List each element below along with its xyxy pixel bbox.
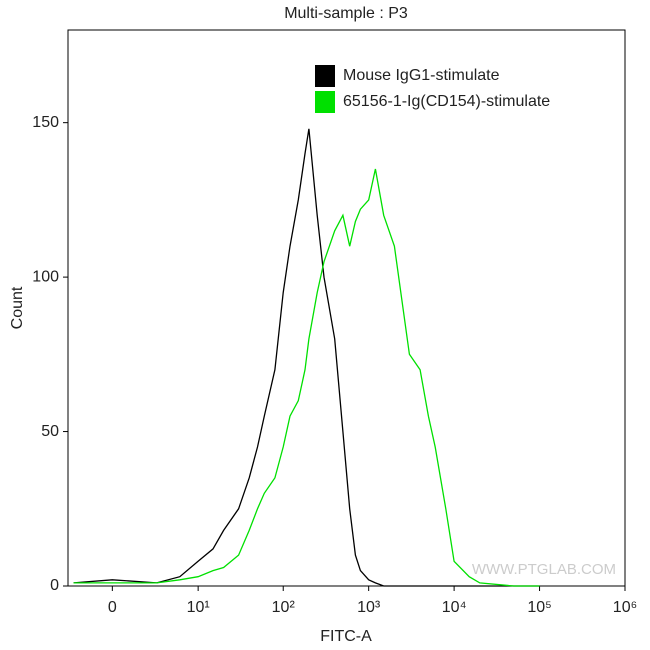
series-line [73, 168, 540, 587]
x-tick-label: 10⁵ [527, 599, 551, 616]
y-tick-label: 100 [32, 268, 59, 285]
legend-swatch [315, 91, 335, 113]
legend-label: Mouse IgG1-stimulate [343, 67, 500, 84]
chart-title: Multi-sample : P3 [284, 5, 408, 22]
x-tick-label: 10¹ [187, 599, 210, 616]
y-tick-label: 150 [32, 114, 59, 131]
x-axis-label: FITC-A [320, 628, 372, 645]
x-tick-label: 10⁶ [613, 599, 637, 616]
series-line [73, 128, 540, 587]
x-tick-label: 10⁴ [442, 599, 467, 616]
legend-swatch [315, 65, 335, 87]
x-tick-label: 10³ [357, 599, 381, 616]
watermark: WWW.PTGLAB.COM [472, 561, 616, 578]
plot-frame [67, 29, 626, 587]
x-tick-label: 0 [108, 599, 117, 616]
legend-label: 65156-1-Ig(CD154)-stimulate [343, 93, 550, 110]
y-axis-label: Count [9, 286, 26, 329]
y-tick-label: 50 [41, 423, 59, 440]
y-tick-label: 0 [50, 577, 59, 594]
x-tick-label: 10² [272, 599, 296, 616]
